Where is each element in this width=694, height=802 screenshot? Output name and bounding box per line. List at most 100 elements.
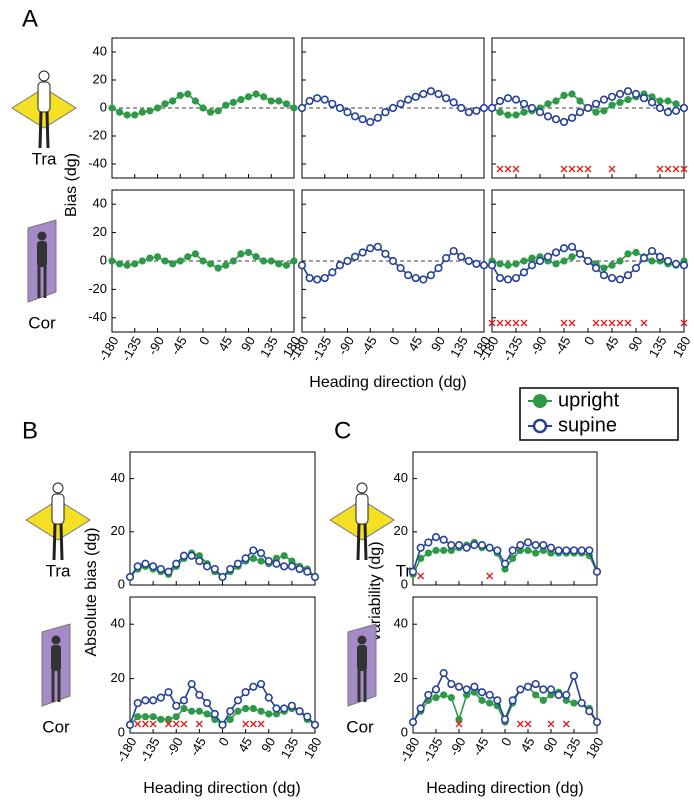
data-point	[141, 559, 150, 568]
data-point	[568, 253, 576, 261]
data-point	[434, 264, 443, 273]
y-tick-label: 0	[401, 576, 408, 591]
significance-marker	[149, 720, 157, 728]
data-point	[532, 549, 540, 557]
data-point	[125, 720, 135, 729]
data-point	[449, 246, 458, 256]
data-point	[264, 693, 273, 702]
data-point	[520, 257, 528, 265]
y-tick-label: 20	[111, 523, 125, 538]
y-tick-label: 40	[111, 616, 125, 631]
data-point	[396, 264, 405, 273]
data-point	[222, 101, 230, 109]
data-point	[647, 246, 657, 256]
data-point	[133, 698, 142, 708]
data-point	[546, 543, 556, 552]
data-point	[343, 108, 352, 117]
data-point	[464, 108, 473, 117]
significance-marker	[512, 165, 520, 173]
data-point	[470, 682, 479, 691]
data-point	[439, 669, 448, 678]
y-tick-label: 20	[394, 523, 408, 538]
data-point	[608, 101, 616, 109]
x-tick-label: -90	[163, 735, 185, 759]
data-point	[455, 715, 463, 724]
data-point	[679, 261, 689, 270]
data-point	[287, 701, 296, 710]
data-point	[256, 679, 266, 689]
data-point	[131, 260, 139, 268]
data-point	[290, 257, 298, 265]
data-point	[562, 690, 571, 700]
data-point	[310, 720, 320, 729]
y-tick-label: 0	[401, 724, 408, 739]
data-point	[608, 261, 616, 269]
data-point	[233, 559, 243, 568]
data-point	[280, 552, 288, 560]
data-point	[486, 699, 494, 707]
row-label: Cor	[346, 717, 374, 736]
data-point	[520, 108, 528, 116]
data-point	[202, 698, 212, 708]
data-point	[567, 242, 577, 251]
legend: upright supine	[519, 387, 679, 441]
data-point	[624, 96, 632, 104]
significance-marker	[512, 319, 520, 327]
data-point	[560, 91, 568, 99]
data-point	[512, 111, 520, 119]
data-point	[493, 696, 502, 705]
data-point	[210, 564, 219, 574]
data-point	[591, 99, 601, 108]
data-point	[447, 679, 456, 689]
data-point	[464, 256, 473, 266]
data-point	[569, 546, 579, 555]
data-point	[607, 273, 617, 283]
data-point	[249, 682, 258, 691]
significance-marker	[504, 165, 512, 173]
data-point	[457, 252, 466, 261]
data-point	[275, 97, 283, 105]
data-point	[447, 694, 455, 702]
data-point	[272, 559, 281, 568]
data-point	[416, 704, 425, 713]
data-point	[648, 257, 656, 265]
data-point	[218, 720, 227, 729]
x-tick-label: -135	[500, 334, 526, 364]
significance-marker	[504, 319, 512, 327]
significance-marker	[455, 720, 463, 728]
data-point	[350, 112, 360, 121]
legend-label: supine	[558, 414, 617, 436]
data-point	[615, 275, 625, 284]
data-point	[440, 691, 448, 699]
data-point	[600, 264, 608, 272]
data-point	[656, 97, 664, 105]
data-point	[592, 567, 602, 576]
data-point	[623, 271, 633, 280]
significance-marker	[560, 319, 568, 327]
data-point	[479, 261, 489, 270]
data-point	[280, 562, 289, 571]
data-point	[210, 709, 219, 719]
significance-marker	[134, 720, 142, 728]
significance-marker	[680, 319, 688, 327]
data-point	[585, 707, 594, 716]
data-point	[585, 546, 594, 555]
data-point	[260, 93, 268, 101]
significance-marker	[568, 165, 576, 173]
x-tick-label: 45	[215, 334, 235, 354]
row-label: Tra	[46, 561, 71, 580]
x-tick-label: -180	[96, 334, 122, 364]
data-point	[424, 690, 433, 700]
data-point	[496, 108, 504, 116]
significance-marker	[592, 319, 600, 327]
data-point	[199, 104, 207, 112]
data-point	[576, 97, 584, 105]
data-point	[169, 97, 177, 105]
data-point	[655, 103, 665, 113]
data-point	[358, 115, 367, 124]
data-point	[123, 111, 131, 119]
significance-marker	[141, 720, 149, 728]
data-point	[267, 257, 275, 265]
data-point	[297, 261, 307, 270]
data-point	[500, 715, 510, 724]
